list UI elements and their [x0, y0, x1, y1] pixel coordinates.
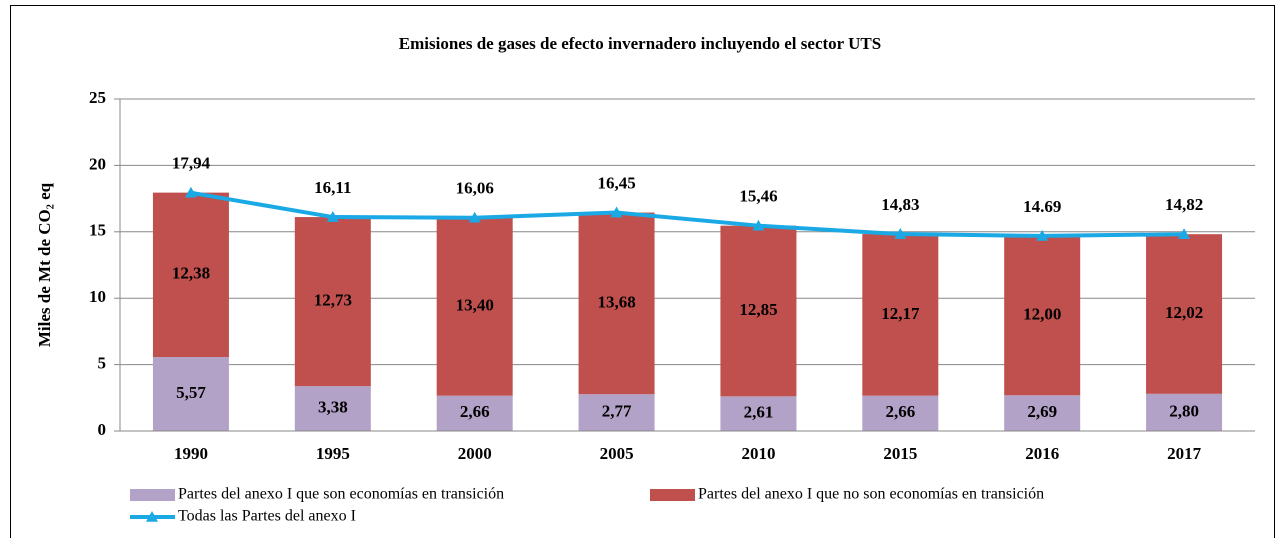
bar-segment — [720, 396, 797, 431]
data-label: 16,11 — [314, 178, 351, 197]
x-tick-label: 1990 — [174, 444, 208, 463]
x-tick-label: 2016 — [1025, 444, 1059, 463]
y-tick-label: 25 — [89, 88, 106, 107]
line-marker — [894, 228, 907, 239]
data-label: 14,83 — [881, 195, 919, 214]
legend-label: Partes del anexo I que son economías en … — [178, 486, 504, 503]
data-label: 16,06 — [456, 179, 494, 198]
y-tick-label: 15 — [89, 221, 106, 240]
data-label: 13,68 — [597, 292, 635, 311]
bar-segment — [720, 225, 797, 397]
data-label: 3,38 — [318, 397, 348, 416]
line-marker — [610, 206, 623, 218]
bar-segment — [1004, 395, 1081, 431]
data-label: 5,57 — [176, 383, 206, 402]
x-tick-label: 2010 — [741, 444, 775, 463]
data-label: 2,77 — [602, 402, 632, 421]
data-label: 2,69 — [1027, 402, 1057, 421]
data-label: 14.69 — [1023, 197, 1061, 216]
x-tick-label: 2017 — [1167, 444, 1202, 463]
bar-segment — [862, 234, 939, 396]
bar-segment — [294, 217, 371, 387]
y-tick-label: 0 — [98, 420, 107, 439]
line-marker — [184, 186, 197, 198]
bar-segment — [1146, 393, 1223, 431]
legend-swatch — [650, 489, 695, 501]
legend-label: Todas las Partes del anexo I — [178, 508, 356, 525]
bar-segment — [1146, 234, 1223, 394]
line — [190, 190, 1185, 238]
line-marker — [468, 211, 481, 223]
data-label: 16,45 — [597, 173, 635, 192]
data-label: 2,80 — [1169, 401, 1199, 420]
legend-label: Partes del anexo I que no son economías … — [698, 486, 1044, 503]
bar-segment — [152, 192, 229, 358]
bar-segment — [152, 357, 229, 431]
x-tick-label: 1995 — [316, 444, 350, 463]
line-marker — [752, 219, 765, 231]
data-label: 14,82 — [1165, 195, 1203, 214]
data-label: 12,38 — [172, 264, 210, 283]
data-label: 17,94 — [172, 154, 211, 173]
bar-segment — [578, 212, 655, 395]
line-marker — [326, 211, 339, 222]
data-label: 12,00 — [1023, 305, 1061, 324]
data-label: 2,66 — [460, 402, 490, 421]
y-tick-label: 5 — [98, 354, 107, 373]
chart-title: Emisiones de gases de efecto invernadero… — [399, 34, 881, 53]
y-tick-label: 10 — [89, 287, 106, 306]
data-label: 2,66 — [885, 402, 915, 421]
line-marker — [1036, 229, 1049, 241]
x-tick-label: 2000 — [458, 444, 492, 463]
legend-swatch — [130, 489, 175, 501]
data-label: 12,02 — [1165, 303, 1203, 322]
legend-swatch — [146, 511, 158, 522]
data-label: 12,85 — [739, 300, 777, 319]
line-marker — [1178, 228, 1191, 239]
y-axis-label: Miles de Mt de CO₂ eq — [35, 182, 54, 347]
data-label: 2,61 — [744, 403, 774, 422]
bar-segment — [578, 394, 655, 431]
bar-segment — [294, 386, 371, 431]
data-label: 12,73 — [314, 290, 352, 309]
bar-segment — [862, 395, 939, 431]
bar-segment — [436, 217, 513, 396]
x-tick-label: 2005 — [600, 444, 634, 463]
bar-segment — [436, 395, 513, 431]
x-tick-label: 2015 — [883, 444, 917, 463]
data-label: 13,40 — [456, 296, 494, 315]
y-tick-label: 20 — [89, 154, 106, 173]
data-label: 12,17 — [881, 304, 920, 323]
bar-segment — [1004, 235, 1081, 396]
data-label: 15,46 — [739, 187, 777, 206]
